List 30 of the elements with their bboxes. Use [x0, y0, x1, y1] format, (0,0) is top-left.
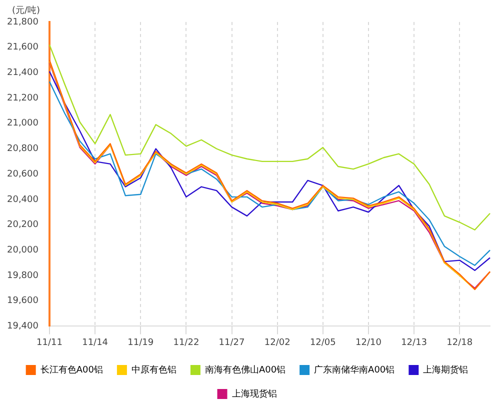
y-tick-label: 19,600	[6, 296, 39, 306]
x-tick-label: 12/02	[264, 338, 290, 348]
legend-label: 上海现货铝	[232, 388, 277, 400]
x-tick-label: 11/27	[218, 338, 245, 348]
y-tick-label: 21,600	[6, 42, 39, 53]
legend-label: 上海期货铝	[423, 364, 468, 376]
legend-label: 长江有色A00铝	[40, 364, 103, 376]
y-tick-label: 19,800	[6, 270, 39, 281]
x-tick-label: 11/14	[82, 338, 108, 348]
x-tick-label: 12/05	[310, 338, 336, 348]
y-tick-label: 20,200	[6, 220, 39, 230]
x-tick-label: 12/18	[446, 338, 473, 348]
y-tick-label: 21,000	[6, 118, 39, 129]
x-tick-label: 12/10	[356, 338, 382, 348]
y-axis-title: (元/吨)	[12, 4, 40, 16]
x-tick-label: 11/19	[128, 338, 154, 348]
x-tick-label: 11/11	[36, 338, 62, 348]
y-tick-label: 19,400	[6, 322, 39, 332]
y-tick-label: 20,800	[6, 144, 39, 154]
y-tick-label: 21,200	[6, 93, 39, 104]
legend-label: 中原有色铝	[131, 364, 176, 376]
y-tick-label: 20,600	[6, 169, 39, 180]
y-tick-label: 21,800	[6, 17, 39, 28]
y-tick-label: 20,400	[6, 194, 39, 205]
legend-label: 南海有色佛山A00铝	[204, 364, 286, 376]
legend-label: 广东南储华南A00铝	[314, 364, 395, 376]
x-tick-label: 11/22	[173, 338, 200, 348]
y-tick-label: 20,000	[6, 245, 39, 256]
x-tick-label: 12/13	[401, 338, 428, 348]
y-tick-label: 21,400	[6, 68, 39, 78]
